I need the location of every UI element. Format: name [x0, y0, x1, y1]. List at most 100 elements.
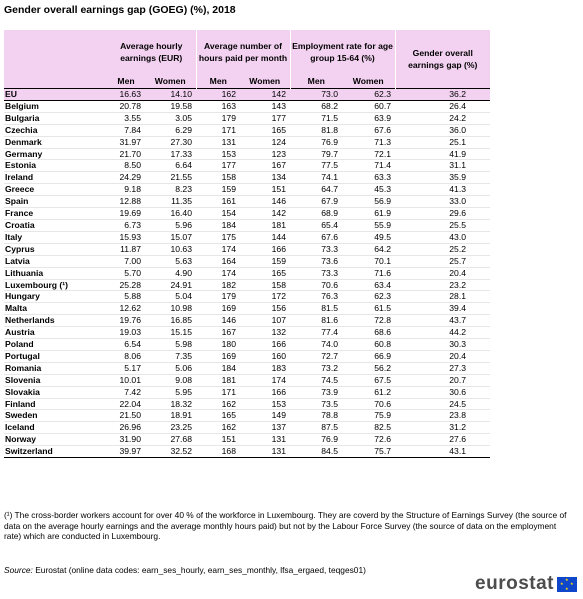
cell-pw: 149	[240, 409, 290, 423]
cell-country: Cyprus	[4, 243, 107, 256]
page-title: Gender overall earnings gap (GOEG) (%), …	[4, 4, 236, 16]
cell-hm: 31.90	[107, 433, 145, 447]
cell-country: Lithuania	[4, 267, 107, 280]
cell-pw: 153	[240, 398, 290, 411]
cell-gap: 30.6	[395, 386, 490, 399]
cell-country: Denmark	[4, 136, 107, 149]
cell-pm: 161	[196, 195, 240, 209]
cell-hm: 8.06	[107, 350, 145, 363]
cell-em: 64.7	[290, 183, 342, 197]
cell-hw: 5.95	[145, 386, 196, 399]
cell-pw: 159	[240, 255, 290, 268]
cell-hm: 16.63	[107, 88, 145, 101]
cell-hw: 27.30	[145, 136, 196, 149]
cell-ew: 71.4	[342, 159, 395, 173]
cell-country: Germany	[4, 148, 107, 161]
cell-hm: 5.17	[107, 362, 145, 375]
cell-ew: 67.5	[342, 374, 395, 387]
cell-country: Latvia	[4, 255, 107, 268]
cell-ew: 71.3	[342, 136, 395, 149]
cell-em: 70.6	[290, 279, 342, 292]
cell-ew: 75.7	[342, 445, 395, 459]
cell-hw: 18.91	[145, 409, 196, 423]
cell-gap: 27.3	[395, 362, 490, 375]
cell-ew: 72.6	[342, 433, 395, 447]
cell-pm: 180	[196, 338, 240, 351]
cell-pm: 171	[196, 386, 240, 399]
table-row: Netherlands 19.76 16.85 146 107 81.6 72.8 43.7	[4, 314, 490, 328]
cell-pm: 175	[196, 231, 240, 244]
header-goeg: Gender overall earnings gap (%)	[394, 30, 490, 89]
cell-country: Netherlands	[4, 314, 107, 328]
cell-hw: 10.63	[145, 243, 196, 256]
earnings-gap-table: Average hourly earnings (EUR) Average nu…	[4, 30, 490, 459]
cell-country: Hungary	[4, 290, 107, 304]
cell-pw: 137	[240, 421, 290, 435]
cell-gap: 23.8	[395, 409, 490, 423]
table-row: France 19.69 16.40 154 142 68.9 61.9 29.6	[4, 207, 490, 220]
cell-pw: 151	[240, 183, 290, 197]
table-row: Cyprus 11.87 10.63 174 166 73.3 64.2 25.2	[4, 243, 490, 256]
cell-pw: 131	[240, 445, 290, 459]
cell-gap: 36.2	[395, 88, 490, 101]
cell-gap: 20.4	[395, 350, 490, 363]
cell-pm: 177	[196, 159, 240, 173]
cell-pm: 174	[196, 243, 240, 256]
cell-gap: 27.6	[395, 433, 490, 447]
eu-flag-icon: ★ ★ ★ ★	[557, 576, 577, 592]
cell-pm: 184	[196, 362, 240, 375]
header-men: Men	[289, 74, 342, 89]
cell-ew: 60.7	[342, 100, 395, 113]
cell-hw: 15.15	[145, 326, 196, 340]
cell-country: Belgium	[4, 100, 107, 113]
cell-hw: 7.35	[145, 350, 196, 363]
cell-pm: 146	[196, 314, 240, 328]
cell-pm: 181	[196, 374, 240, 387]
cell-gap: 43.1	[395, 445, 490, 459]
cell-hw: 5.98	[145, 338, 196, 351]
cell-ew: 72.1	[342, 148, 395, 161]
cell-em: 78.8	[290, 409, 342, 423]
cell-em: 65.4	[290, 219, 342, 232]
cell-pm: 131	[196, 136, 240, 149]
cell-hw: 5.06	[145, 362, 196, 375]
cell-hm: 3.55	[107, 112, 145, 125]
cell-hw: 24.91	[145, 279, 196, 292]
source-line: Source: Eurostat (online data codes: ear…	[4, 565, 366, 575]
cell-gap: 30.3	[395, 338, 490, 351]
cell-hw: 14.10	[145, 88, 196, 101]
cell-hm: 6.54	[107, 338, 145, 351]
cell-country: Austria	[4, 326, 107, 340]
cell-ew: 64.2	[342, 243, 395, 256]
cell-em: 72.7	[290, 350, 342, 363]
cell-pm: 163	[196, 100, 240, 113]
cell-hw: 5.63	[145, 255, 196, 268]
source-text: Eurostat (online data codes: earn_ses_ho…	[32, 565, 366, 575]
header-employment-rate: Employment rate for age group 15-64 (%)	[289, 30, 395, 74]
cell-hw: 9.08	[145, 374, 196, 387]
cell-hm: 12.88	[107, 195, 145, 209]
cell-pm: 164	[196, 255, 240, 268]
cell-gap: 28.1	[395, 290, 490, 304]
cell-hm: 31.97	[107, 136, 145, 149]
cell-hm: 6.73	[107, 219, 145, 232]
cell-em: 71.5	[290, 112, 342, 125]
cell-em: 73.3	[290, 243, 342, 256]
cell-ew: 56.9	[342, 195, 395, 209]
cell-ew: 70.1	[342, 255, 395, 268]
cell-hm: 10.01	[107, 374, 145, 387]
cell-country: Slovakia	[4, 386, 107, 399]
header-country	[4, 30, 107, 74]
cell-hw: 6.29	[145, 124, 196, 137]
cell-country: EU	[4, 88, 107, 101]
cell-em: 76.3	[290, 290, 342, 304]
table-row: Malta 12.62 10.98 169 156 81.5 61.5 39.4	[4, 302, 490, 316]
table-row: Lithuania 5.70 4.90 174 165 73.3 71.6 20.4	[4, 267, 490, 280]
cell-hw: 5.04	[145, 290, 196, 304]
cell-hm: 21.70	[107, 148, 145, 161]
cell-ew: 63.4	[342, 279, 395, 292]
cell-ew: 70.6	[342, 398, 395, 411]
cell-hm: 7.42	[107, 386, 145, 399]
cell-pm: 162	[196, 88, 240, 101]
cell-hw: 6.64	[145, 159, 196, 173]
